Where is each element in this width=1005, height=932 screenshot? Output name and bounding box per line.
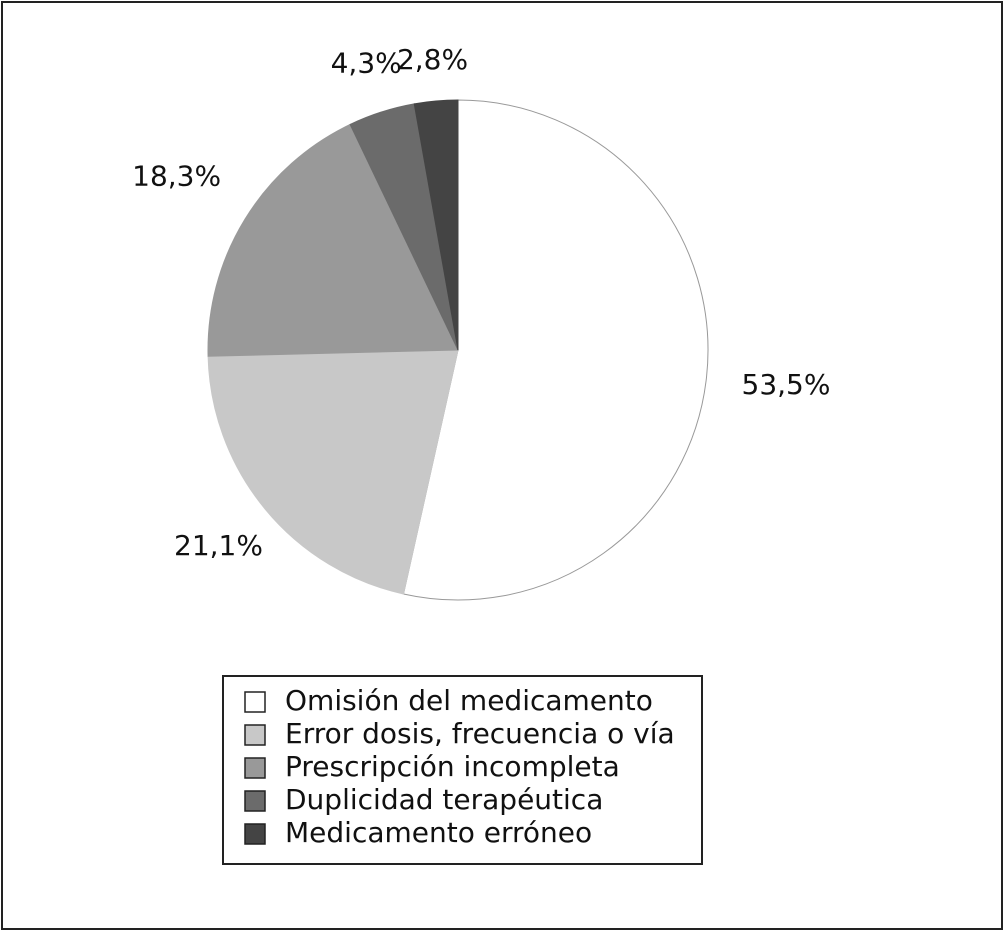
- legend-swatch: [244, 790, 266, 812]
- pie-slice: [207, 123, 459, 357]
- legend-swatch: [244, 724, 266, 746]
- legend-label: Prescripción incompleta: [285, 750, 620, 783]
- legend-label: Medicamento erróneo: [285, 816, 592, 849]
- slice-label: 21,1%: [174, 529, 263, 562]
- pie-slice: [402, 99, 709, 601]
- legend-box: [222, 675, 703, 865]
- legend-label: Error dosis, frecuencia o vía: [285, 717, 675, 750]
- legend-swatch: [244, 691, 266, 713]
- legend-swatch: [244, 757, 266, 779]
- slice-label: 2,8%: [397, 43, 468, 76]
- legend-swatch: [244, 823, 266, 845]
- pie-slice: [413, 99, 459, 351]
- slice-label: 18,3%: [132, 160, 221, 193]
- legend-label: Omisión del medicamento: [285, 684, 653, 717]
- slice-label: 4,3%: [331, 46, 402, 79]
- slice-label: 53,5%: [742, 368, 831, 401]
- pie-slice: [207, 349, 459, 595]
- legend-label: Duplicidad terapéutica: [285, 783, 603, 816]
